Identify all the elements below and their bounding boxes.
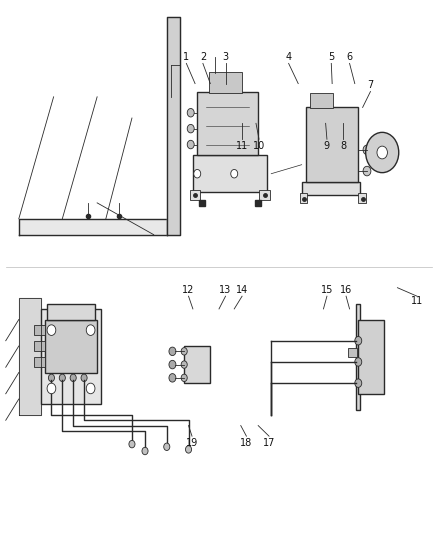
Circle shape: [142, 447, 148, 455]
FancyBboxPatch shape: [45, 319, 97, 373]
FancyBboxPatch shape: [193, 155, 267, 192]
FancyBboxPatch shape: [34, 341, 46, 351]
Text: 16: 16: [340, 285, 352, 295]
Circle shape: [81, 374, 87, 382]
Circle shape: [187, 140, 194, 149]
Circle shape: [377, 146, 388, 159]
Text: 15: 15: [321, 285, 333, 295]
FancyBboxPatch shape: [259, 190, 270, 200]
Text: 12: 12: [182, 285, 195, 295]
FancyBboxPatch shape: [358, 319, 385, 394]
FancyBboxPatch shape: [47, 304, 95, 319]
Circle shape: [181, 361, 187, 368]
Circle shape: [187, 124, 194, 133]
Polygon shape: [19, 219, 167, 235]
Circle shape: [194, 169, 201, 178]
Circle shape: [86, 325, 95, 335]
Circle shape: [363, 145, 371, 155]
FancyBboxPatch shape: [348, 348, 357, 357]
Circle shape: [47, 325, 56, 335]
FancyBboxPatch shape: [209, 72, 242, 93]
Circle shape: [59, 374, 65, 382]
Polygon shape: [167, 17, 180, 235]
Circle shape: [86, 383, 95, 394]
Circle shape: [181, 348, 187, 355]
Circle shape: [187, 109, 194, 117]
Circle shape: [169, 374, 176, 382]
Text: 11: 11: [236, 141, 248, 151]
Text: 17: 17: [263, 438, 275, 448]
Circle shape: [355, 379, 362, 387]
FancyBboxPatch shape: [190, 190, 200, 200]
Circle shape: [47, 383, 56, 394]
FancyBboxPatch shape: [34, 357, 46, 367]
Circle shape: [169, 347, 176, 356]
Circle shape: [181, 374, 187, 382]
Text: 13: 13: [219, 285, 232, 295]
Text: 7: 7: [367, 80, 374, 90]
Text: 18: 18: [240, 438, 253, 448]
Text: 1: 1: [183, 52, 189, 62]
Circle shape: [48, 374, 54, 382]
FancyBboxPatch shape: [34, 325, 46, 335]
Text: 6: 6: [346, 52, 353, 62]
Text: 10: 10: [253, 141, 265, 151]
Polygon shape: [19, 298, 41, 415]
Text: 14: 14: [236, 285, 248, 295]
Text: 5: 5: [328, 52, 334, 62]
Text: 11: 11: [411, 296, 423, 306]
FancyBboxPatch shape: [197, 92, 258, 155]
FancyBboxPatch shape: [306, 108, 358, 182]
FancyBboxPatch shape: [41, 309, 102, 405]
Text: 19: 19: [186, 438, 198, 448]
Circle shape: [231, 169, 238, 178]
Circle shape: [185, 446, 191, 453]
Circle shape: [355, 358, 362, 366]
Circle shape: [129, 440, 135, 448]
Circle shape: [164, 443, 170, 450]
FancyBboxPatch shape: [184, 346, 210, 383]
Circle shape: [366, 132, 399, 173]
FancyBboxPatch shape: [356, 304, 360, 410]
FancyBboxPatch shape: [300, 193, 307, 203]
Circle shape: [363, 166, 371, 176]
Circle shape: [70, 374, 76, 382]
Text: 4: 4: [286, 52, 292, 62]
FancyBboxPatch shape: [310, 93, 333, 109]
FancyBboxPatch shape: [358, 193, 366, 203]
Text: 9: 9: [324, 141, 330, 151]
Text: 8: 8: [340, 141, 346, 151]
Circle shape: [169, 360, 176, 369]
FancyBboxPatch shape: [302, 182, 360, 195]
Circle shape: [355, 336, 362, 345]
Text: 3: 3: [223, 52, 229, 62]
Text: 2: 2: [200, 52, 206, 62]
